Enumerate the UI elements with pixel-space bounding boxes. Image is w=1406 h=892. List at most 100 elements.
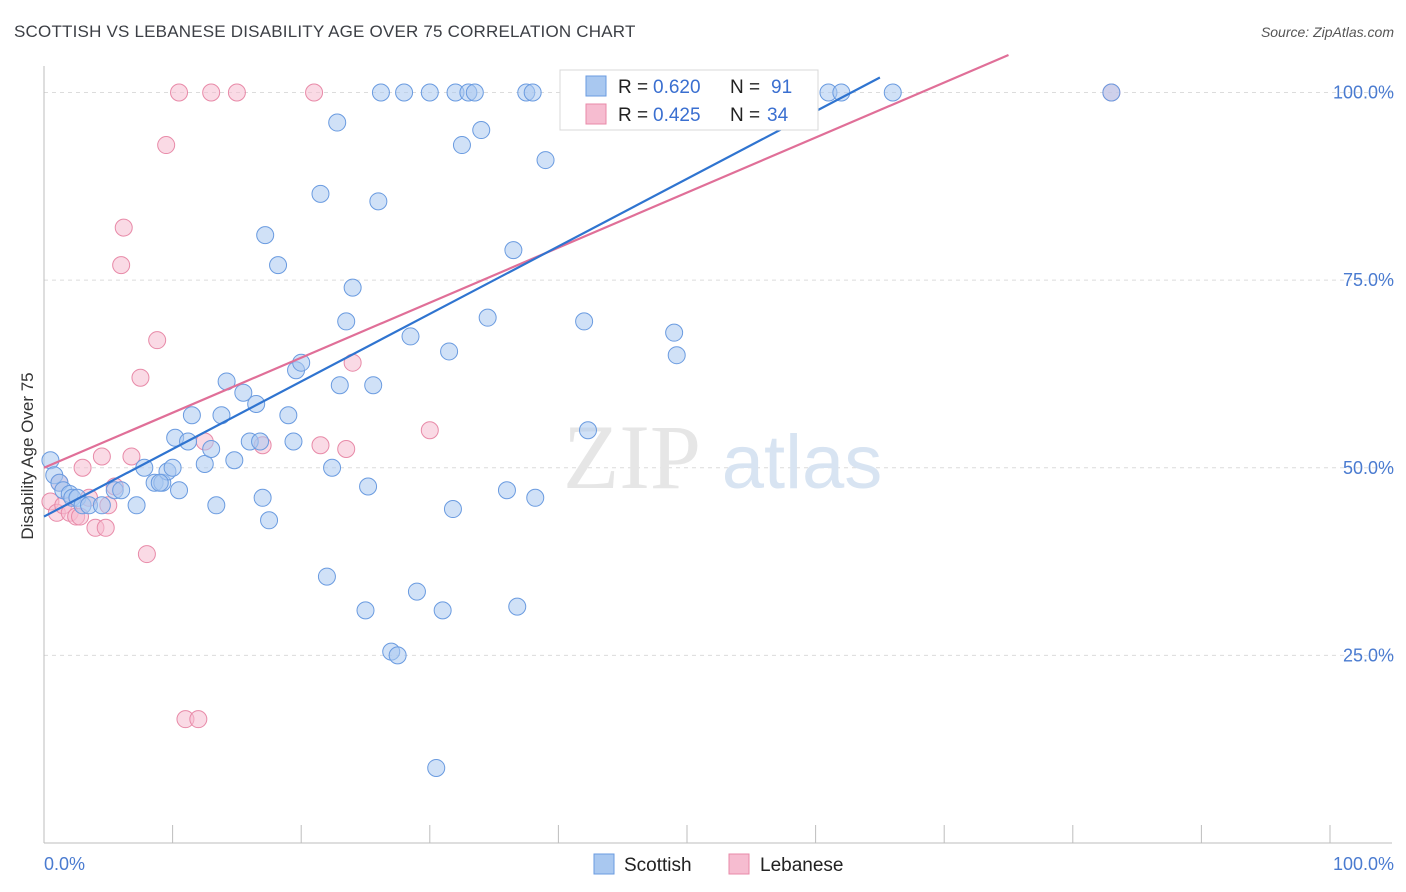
scottish-point — [328, 113, 347, 132]
scottish-point — [127, 496, 146, 515]
scottish-point — [234, 383, 253, 402]
scottish-point — [182, 406, 201, 425]
scottish-point — [883, 83, 902, 102]
scottish-point — [388, 646, 407, 665]
scottish-point — [41, 451, 60, 470]
trend-lines — [43, 53, 1009, 518]
watermark-zip: ZIP — [563, 406, 701, 508]
scottish-point — [472, 121, 491, 140]
scottish-point — [260, 511, 279, 530]
lebanese-point — [337, 440, 356, 458]
scottish-point — [526, 488, 545, 507]
scottish-point — [337, 312, 356, 331]
scottish-point — [371, 83, 390, 102]
lebanese-point — [189, 710, 208, 729]
scottish-point — [92, 496, 111, 515]
stats-legend: R = 0.620 N = 91 R = 0.425 N = 34 — [559, 69, 819, 131]
legend-n-label-2: N = — [730, 105, 760, 126]
y-tick-labels: 25.0% 50.0% 75.0% 100.0% — [1333, 83, 1394, 666]
watermark-atlas: atlas — [722, 420, 883, 505]
scottish-point — [311, 184, 330, 203]
scottish-point — [202, 440, 221, 458]
scottish-point — [665, 323, 684, 342]
lebanese-point — [137, 545, 156, 564]
scottish-point — [317, 567, 336, 586]
scottish-point — [207, 496, 226, 515]
y-axis-label: Disability Age Over 75 — [18, 372, 37, 539]
lebanese-point — [131, 368, 150, 387]
scottish-point — [369, 192, 388, 211]
scottish-point — [440, 342, 459, 361]
scottish-point — [452, 136, 471, 155]
grid-lines — [44, 92, 1392, 656]
lebanese-point — [157, 136, 176, 155]
scottish-point — [443, 500, 462, 519]
source-credit: Source: ZipAtlas.com — [1260, 24, 1394, 40]
scottish-point — [420, 83, 439, 102]
scottish-point — [253, 488, 272, 507]
scottish-point — [465, 83, 484, 102]
scottish-point — [504, 241, 523, 260]
legend-swatch-lebanese — [585, 103, 607, 125]
scottish-point — [401, 327, 420, 346]
scottish-point — [256, 226, 275, 245]
scottish-point — [395, 83, 414, 102]
x-tick-max: 100.0% — [1333, 854, 1394, 874]
scottish-point — [284, 432, 303, 451]
lebanese-point — [311, 436, 330, 455]
bottom-swatch-scottish — [593, 853, 615, 875]
legend-r-value-1: 0.620 — [653, 77, 701, 98]
lebanese-point — [73, 458, 92, 477]
legend-n-label-1: N = — [730, 77, 760, 98]
scottish-point — [195, 455, 214, 474]
lebanese-point — [148, 331, 167, 350]
scottish-point — [364, 376, 383, 395]
scottish-point — [112, 481, 131, 500]
legend-n-value-2: 34 — [767, 105, 789, 126]
bottom-legend-scottish: Scottish — [624, 855, 692, 876]
lebanese-point — [114, 218, 133, 237]
lebanese-point — [170, 83, 189, 102]
y-tick-label: 100.0% — [1333, 83, 1394, 103]
y-tick-label: 50.0% — [1343, 458, 1394, 478]
x-tick-min: 0.0% — [44, 854, 85, 874]
scottish-point — [269, 256, 288, 275]
scottish-point — [478, 308, 497, 327]
lebanese-point — [122, 447, 141, 466]
lebanese-trend-line — [43, 53, 1009, 469]
bottom-legend-lebanese: Lebanese — [760, 855, 843, 876]
scottish-point — [427, 758, 446, 777]
scottish-point — [359, 477, 378, 496]
lebanese-point — [112, 256, 131, 275]
scottish-point — [575, 312, 594, 331]
scottish-point — [508, 597, 527, 616]
chart-title: SCOTTISH VS LEBANESE DISABILITY AGE OVER… — [14, 22, 636, 41]
scottish-point — [163, 458, 182, 477]
lebanese-point — [420, 421, 439, 440]
scottish-point — [330, 376, 349, 395]
scottish-point — [150, 473, 169, 492]
scottish-point — [1102, 83, 1121, 102]
scottish-point — [497, 481, 516, 500]
scottish-point — [356, 601, 375, 620]
axes — [43, 66, 1392, 844]
scottish-point — [225, 451, 244, 470]
scottish-point — [433, 601, 452, 620]
scottish-trend-line — [43, 76, 881, 518]
legend-n-value-1: 91 — [771, 77, 792, 98]
series-legend: Scottish Lebanese — [593, 853, 843, 876]
y-tick-label: 75.0% — [1343, 270, 1394, 290]
legend-r-value-2: 0.425 — [653, 105, 701, 126]
scottish-point — [279, 406, 298, 425]
scottish-point — [523, 83, 542, 102]
bottom-swatch-lebanese — [728, 853, 750, 875]
scottish-points — [41, 83, 1121, 777]
scottish-point — [343, 278, 362, 297]
lebanese-point — [305, 83, 324, 102]
scottish-point — [536, 151, 555, 170]
y-tick-label: 25.0% — [1343, 645, 1394, 665]
legend-r-label-1: R = — [618, 77, 648, 98]
scottish-point — [578, 421, 597, 440]
scottish-point — [323, 458, 342, 477]
legend-swatch-scottish — [585, 75, 607, 97]
